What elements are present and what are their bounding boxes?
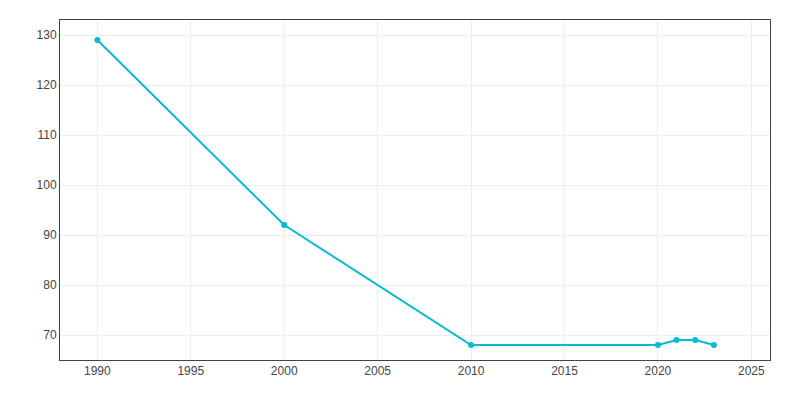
svg-text:1990: 1990 bbox=[84, 364, 111, 378]
svg-text:2015: 2015 bbox=[551, 364, 578, 378]
svg-text:2005: 2005 bbox=[364, 364, 391, 378]
svg-text:80: 80 bbox=[43, 278, 57, 292]
svg-text:2010: 2010 bbox=[458, 364, 485, 378]
svg-text:130: 130 bbox=[37, 28, 57, 42]
svg-text:2020: 2020 bbox=[645, 364, 672, 378]
svg-text:100: 100 bbox=[37, 178, 57, 192]
svg-text:90: 90 bbox=[43, 228, 57, 242]
svg-text:2025: 2025 bbox=[738, 364, 765, 378]
svg-text:110: 110 bbox=[37, 128, 56, 142]
svg-text:120: 120 bbox=[37, 78, 57, 92]
svg-text:70: 70 bbox=[43, 328, 57, 342]
svg-text:1995: 1995 bbox=[177, 364, 204, 378]
svg-text:2000: 2000 bbox=[271, 364, 298, 378]
